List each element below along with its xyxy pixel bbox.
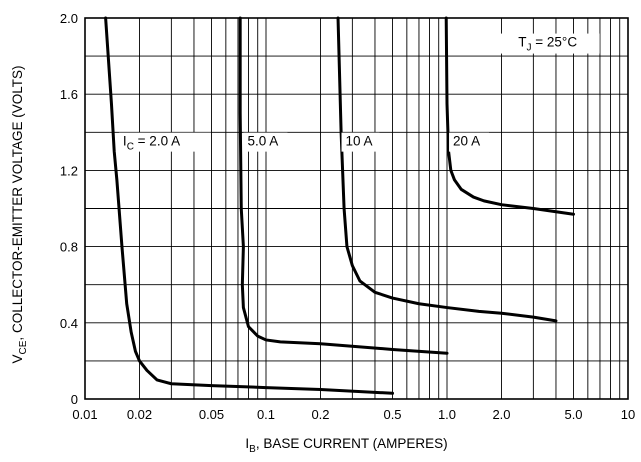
curves [104, 16, 576, 395]
x-tick-label: 1.0 [438, 407, 456, 422]
series-label-1: IC = 2.0 A [123, 134, 180, 153]
annotation-bg [499, 33, 600, 54]
tick-labels: 0.01 0.02 0.05 0.1 0.2 0.5 1.0 2.0 5.0 10 0 0.4 0.8 1… [60, 11, 635, 422]
y-tick-label: 0.8 [60, 240, 78, 255]
plot-frame [84, 17, 629, 400]
x-tick-label: 10 [621, 407, 635, 422]
series-label-bg [341, 132, 380, 152]
series-label-4: 20 A [453, 134, 480, 149]
temperature-annotation: TJ = 25°C [518, 35, 577, 54]
x-tick-label: 5.0 [564, 407, 582, 422]
series-line-2 [238, 16, 449, 355]
series-line-1 [104, 16, 395, 395]
y-axis-title: VCE, COLLECTOR-EMITTER VOLTAGE (VOLTS) [10, 66, 29, 364]
x-axis-title: IB, BASE CURRENT (AMPERES) [245, 436, 447, 455]
axis-titles: IB, BASE CURRENT (AMPERES) VCE, COLLECTOR… [10, 66, 448, 455]
series-line-3 [336, 16, 558, 323]
x-tick-label: 0.1 [257, 407, 275, 422]
grid [85, 18, 628, 399]
y-tick-label: 1.2 [60, 163, 78, 178]
series-label-bg [449, 132, 490, 152]
series-label-bg [118, 132, 211, 152]
x-tick-label: 0.01 [72, 407, 97, 422]
x-tick-label: 0.2 [311, 407, 329, 422]
x-tick-label: 2.0 [492, 407, 510, 422]
series-label-3: 10 A [346, 134, 373, 149]
y-tick-label: 0.4 [60, 316, 78, 331]
y-tick-label: 0 [71, 392, 78, 407]
series-line-4 [444, 16, 576, 216]
series-labels: IC = 2.0 A 5.0 A 10 A 20 A TJ = 25°C [118, 33, 600, 153]
x-tick-label: 0.02 [127, 407, 152, 422]
x-tick-label: 0.5 [383, 407, 401, 422]
series-label-bg [243, 132, 288, 152]
y-tick-label: 2.0 [60, 11, 78, 26]
series-label-2: 5.0 A [247, 134, 278, 149]
x-tick-label: 0.05 [199, 407, 224, 422]
y-tick-label: 1.6 [60, 87, 78, 102]
